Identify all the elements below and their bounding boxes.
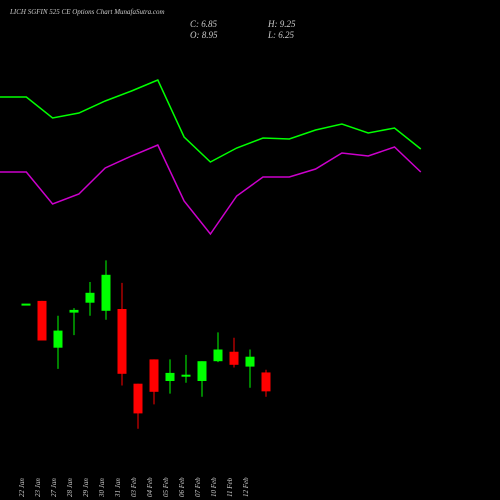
candle-body bbox=[165, 372, 175, 381]
x-tick-label: 06 Feb bbox=[178, 477, 186, 497]
line-series bbox=[0, 79, 422, 163]
candle-body bbox=[181, 374, 191, 377]
close-label: C: 6.85 bbox=[190, 19, 218, 29]
open-label: O: 8.95 bbox=[190, 30, 218, 40]
candle-body bbox=[101, 274, 111, 311]
x-tick-label: 03 Feb bbox=[130, 477, 138, 497]
candle-body bbox=[261, 372, 271, 392]
x-tick-label: 29 Jan bbox=[82, 478, 90, 497]
x-tick-label: 04 Feb bbox=[146, 477, 154, 497]
x-tick-label: 05 Feb bbox=[162, 477, 170, 497]
chart-title: LICH SGFIN 525 CE Options Chart MunafaSu… bbox=[9, 8, 165, 16]
line-series bbox=[0, 144, 422, 236]
x-tick-label: 27 Jan bbox=[50, 478, 58, 497]
candle-body bbox=[21, 303, 31, 306]
x-tick-label: 10 Feb bbox=[210, 477, 218, 497]
candle-body bbox=[229, 351, 239, 365]
x-tick-label: 12 Feb bbox=[242, 477, 250, 497]
candle-body bbox=[197, 361, 207, 381]
x-tick-label: 23 Jan bbox=[34, 478, 42, 497]
x-tick-label: 07 Feb bbox=[194, 477, 202, 497]
candle-body bbox=[133, 383, 143, 414]
candle-body bbox=[85, 292, 95, 303]
candle-body bbox=[117, 309, 127, 374]
candle-body bbox=[69, 309, 79, 313]
candle-body bbox=[213, 349, 223, 362]
x-tick-label: 11 Feb bbox=[226, 477, 234, 497]
x-tick-label: 31 Jan bbox=[114, 478, 122, 498]
x-tick-label: 22 Jan bbox=[18, 478, 26, 497]
candle-body bbox=[37, 300, 47, 341]
x-tick-label: 30 Jan bbox=[98, 478, 106, 498]
candle-body bbox=[245, 356, 255, 367]
high-label: H: 9.25 bbox=[267, 19, 296, 29]
low-label: L: 6.25 bbox=[267, 30, 295, 40]
candle-body bbox=[53, 330, 63, 348]
candle-body bbox=[149, 359, 159, 392]
x-tick-label: 28 Jan bbox=[66, 478, 74, 497]
